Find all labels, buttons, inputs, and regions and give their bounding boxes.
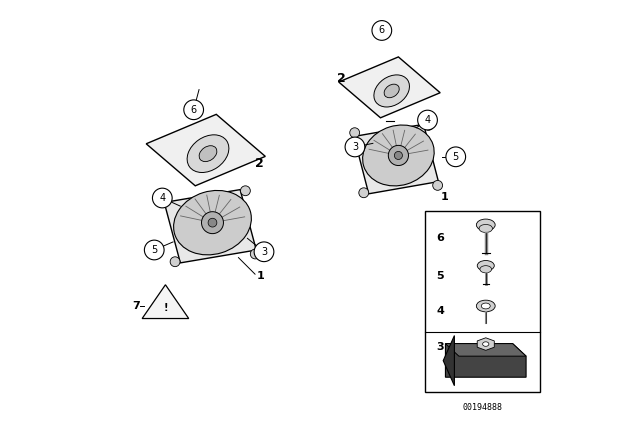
Text: 2: 2	[255, 157, 264, 170]
Text: 4: 4	[424, 115, 431, 125]
Text: !: !	[163, 303, 168, 313]
Text: 6: 6	[191, 105, 196, 115]
Circle shape	[372, 21, 392, 40]
Text: 6: 6	[436, 233, 444, 243]
Ellipse shape	[480, 266, 492, 273]
Text: 5: 5	[436, 271, 444, 280]
Text: 4: 4	[159, 193, 165, 203]
Circle shape	[424, 121, 433, 130]
Ellipse shape	[173, 190, 252, 255]
Circle shape	[250, 249, 260, 259]
Circle shape	[254, 242, 274, 262]
Circle shape	[349, 128, 360, 138]
Ellipse shape	[481, 303, 490, 309]
Circle shape	[433, 181, 443, 190]
Ellipse shape	[187, 135, 229, 172]
Ellipse shape	[476, 300, 495, 312]
Circle shape	[359, 188, 369, 198]
Text: 1: 1	[441, 192, 449, 202]
Ellipse shape	[477, 261, 494, 271]
Text: 3: 3	[352, 142, 358, 152]
Circle shape	[202, 212, 223, 234]
Ellipse shape	[384, 84, 399, 98]
Circle shape	[170, 257, 180, 267]
Text: 1: 1	[257, 271, 265, 280]
Polygon shape	[146, 114, 266, 186]
Polygon shape	[477, 338, 494, 350]
Text: 4: 4	[436, 306, 444, 316]
Text: 2: 2	[337, 72, 346, 85]
Circle shape	[160, 194, 170, 203]
Polygon shape	[443, 336, 454, 386]
Ellipse shape	[199, 146, 217, 162]
Text: 3: 3	[436, 342, 444, 352]
Polygon shape	[164, 190, 256, 263]
Polygon shape	[339, 57, 440, 118]
Ellipse shape	[479, 224, 493, 233]
Text: 6: 6	[379, 26, 385, 35]
Bar	[425, 211, 540, 392]
Polygon shape	[142, 285, 189, 319]
Circle shape	[145, 240, 164, 260]
Text: 3: 3	[261, 247, 267, 257]
Ellipse shape	[483, 342, 489, 346]
Circle shape	[446, 147, 466, 167]
Circle shape	[388, 146, 408, 166]
Ellipse shape	[476, 219, 495, 231]
Polygon shape	[354, 124, 438, 194]
Circle shape	[208, 218, 217, 227]
Text: 5: 5	[452, 152, 459, 162]
Text: 00194888: 00194888	[463, 403, 502, 412]
Polygon shape	[445, 344, 526, 356]
Text: 7: 7	[132, 301, 140, 310]
Circle shape	[184, 100, 204, 120]
Text: 5: 5	[151, 245, 157, 255]
Circle shape	[241, 186, 250, 196]
Circle shape	[345, 137, 365, 157]
Circle shape	[152, 188, 172, 208]
Circle shape	[394, 151, 403, 159]
Polygon shape	[445, 344, 526, 377]
Ellipse shape	[363, 125, 434, 186]
Circle shape	[418, 110, 437, 130]
Ellipse shape	[374, 75, 410, 107]
